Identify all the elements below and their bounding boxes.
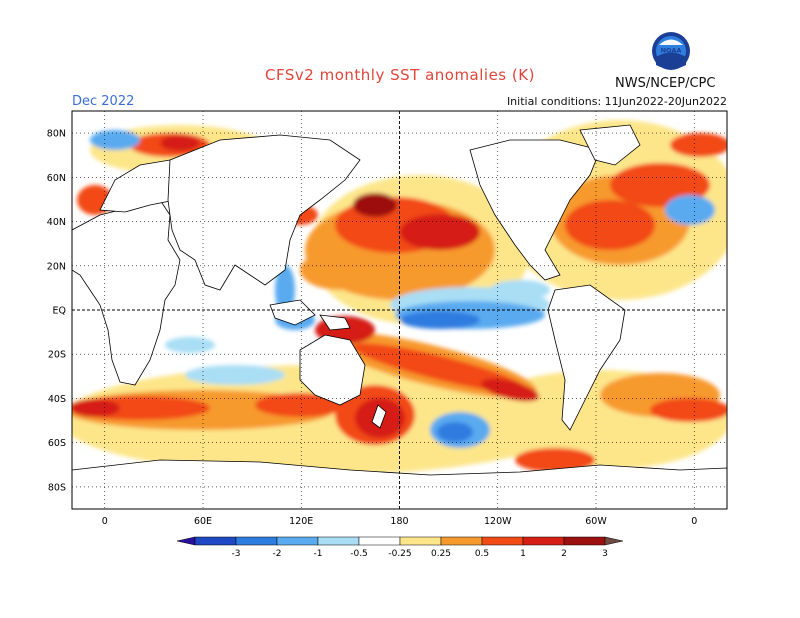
colorbar-label: 3 [602, 549, 608, 559]
lon-tick-label: 120W [484, 516, 512, 527]
lat-tick-label: EQ [53, 306, 66, 317]
lat-tick-label: 80S [48, 482, 66, 493]
colorbar-segment [276, 536, 319, 546]
colorbar-segment [522, 536, 565, 546]
valid-month: Dec 2022 [72, 94, 135, 109]
colorbar-label: -3 [232, 549, 241, 559]
lat-tick-label: 40S [48, 394, 66, 405]
lon-tick-label: 60W [585, 516, 607, 527]
colorbar-segment [481, 536, 524, 546]
chart-title: CFSv2 monthly SST anomalies (K) [265, 66, 535, 84]
colorbar-label: -2 [273, 549, 282, 559]
colorbar-segment [317, 536, 360, 546]
lat-tick-label: 20N [47, 261, 66, 272]
lon-tick-label: 0 [102, 516, 108, 527]
lat-tick-label: 80N [47, 129, 66, 140]
agency-label: NWS/NCEP/CPC [615, 76, 716, 91]
colorbar-segment [440, 536, 483, 546]
colorbar-label: -0.25 [388, 549, 411, 559]
lat-tick-label: 60S [48, 438, 66, 449]
colorbar-segment [358, 536, 401, 546]
colorbar: -3 -2 -1 -0.5 -0.25 0.25 0.5 1 2 3 [176, 536, 624, 559]
colorbar-segment [563, 536, 606, 546]
lon-tick-label: 180 [390, 516, 408, 527]
initial-conditions: Initial conditions: 11Jun2022-20Jun2022 [506, 95, 727, 108]
lat-tick-label: 60N [47, 173, 66, 184]
axis-labels: 80N 60N 40N 20N EQ 20S 40S 60S 80S 0 60E 120E 180 120… [47, 129, 697, 527]
graticule [72, 111, 727, 509]
colorbar-segment [235, 536, 278, 546]
lon-tick-label: 60E [194, 516, 212, 527]
colorbar-label: 2 [561, 549, 567, 559]
colorbar-high-extend [604, 536, 624, 546]
colorbar-label: -0.5 [350, 549, 368, 559]
continents [72, 124, 727, 509]
colorbar-label: 1 [520, 549, 526, 559]
colorbar-label: 0.5 [475, 549, 489, 559]
lon-tick-label: 0 [691, 516, 697, 527]
noaa-logo-text: NOAA [661, 47, 682, 55]
colorbar-segment [194, 536, 237, 546]
lon-tick-label: 120E [289, 516, 313, 527]
lat-tick-label: 40N [47, 217, 66, 228]
noaa-logo-icon: NOAA [652, 32, 690, 70]
colorbar-segment [399, 536, 442, 546]
colorbar-label: 0.25 [431, 549, 451, 559]
lat-tick-label: 20S [48, 350, 66, 361]
colorbar-low-extend [176, 536, 196, 546]
colorbar-label: -1 [314, 549, 323, 559]
